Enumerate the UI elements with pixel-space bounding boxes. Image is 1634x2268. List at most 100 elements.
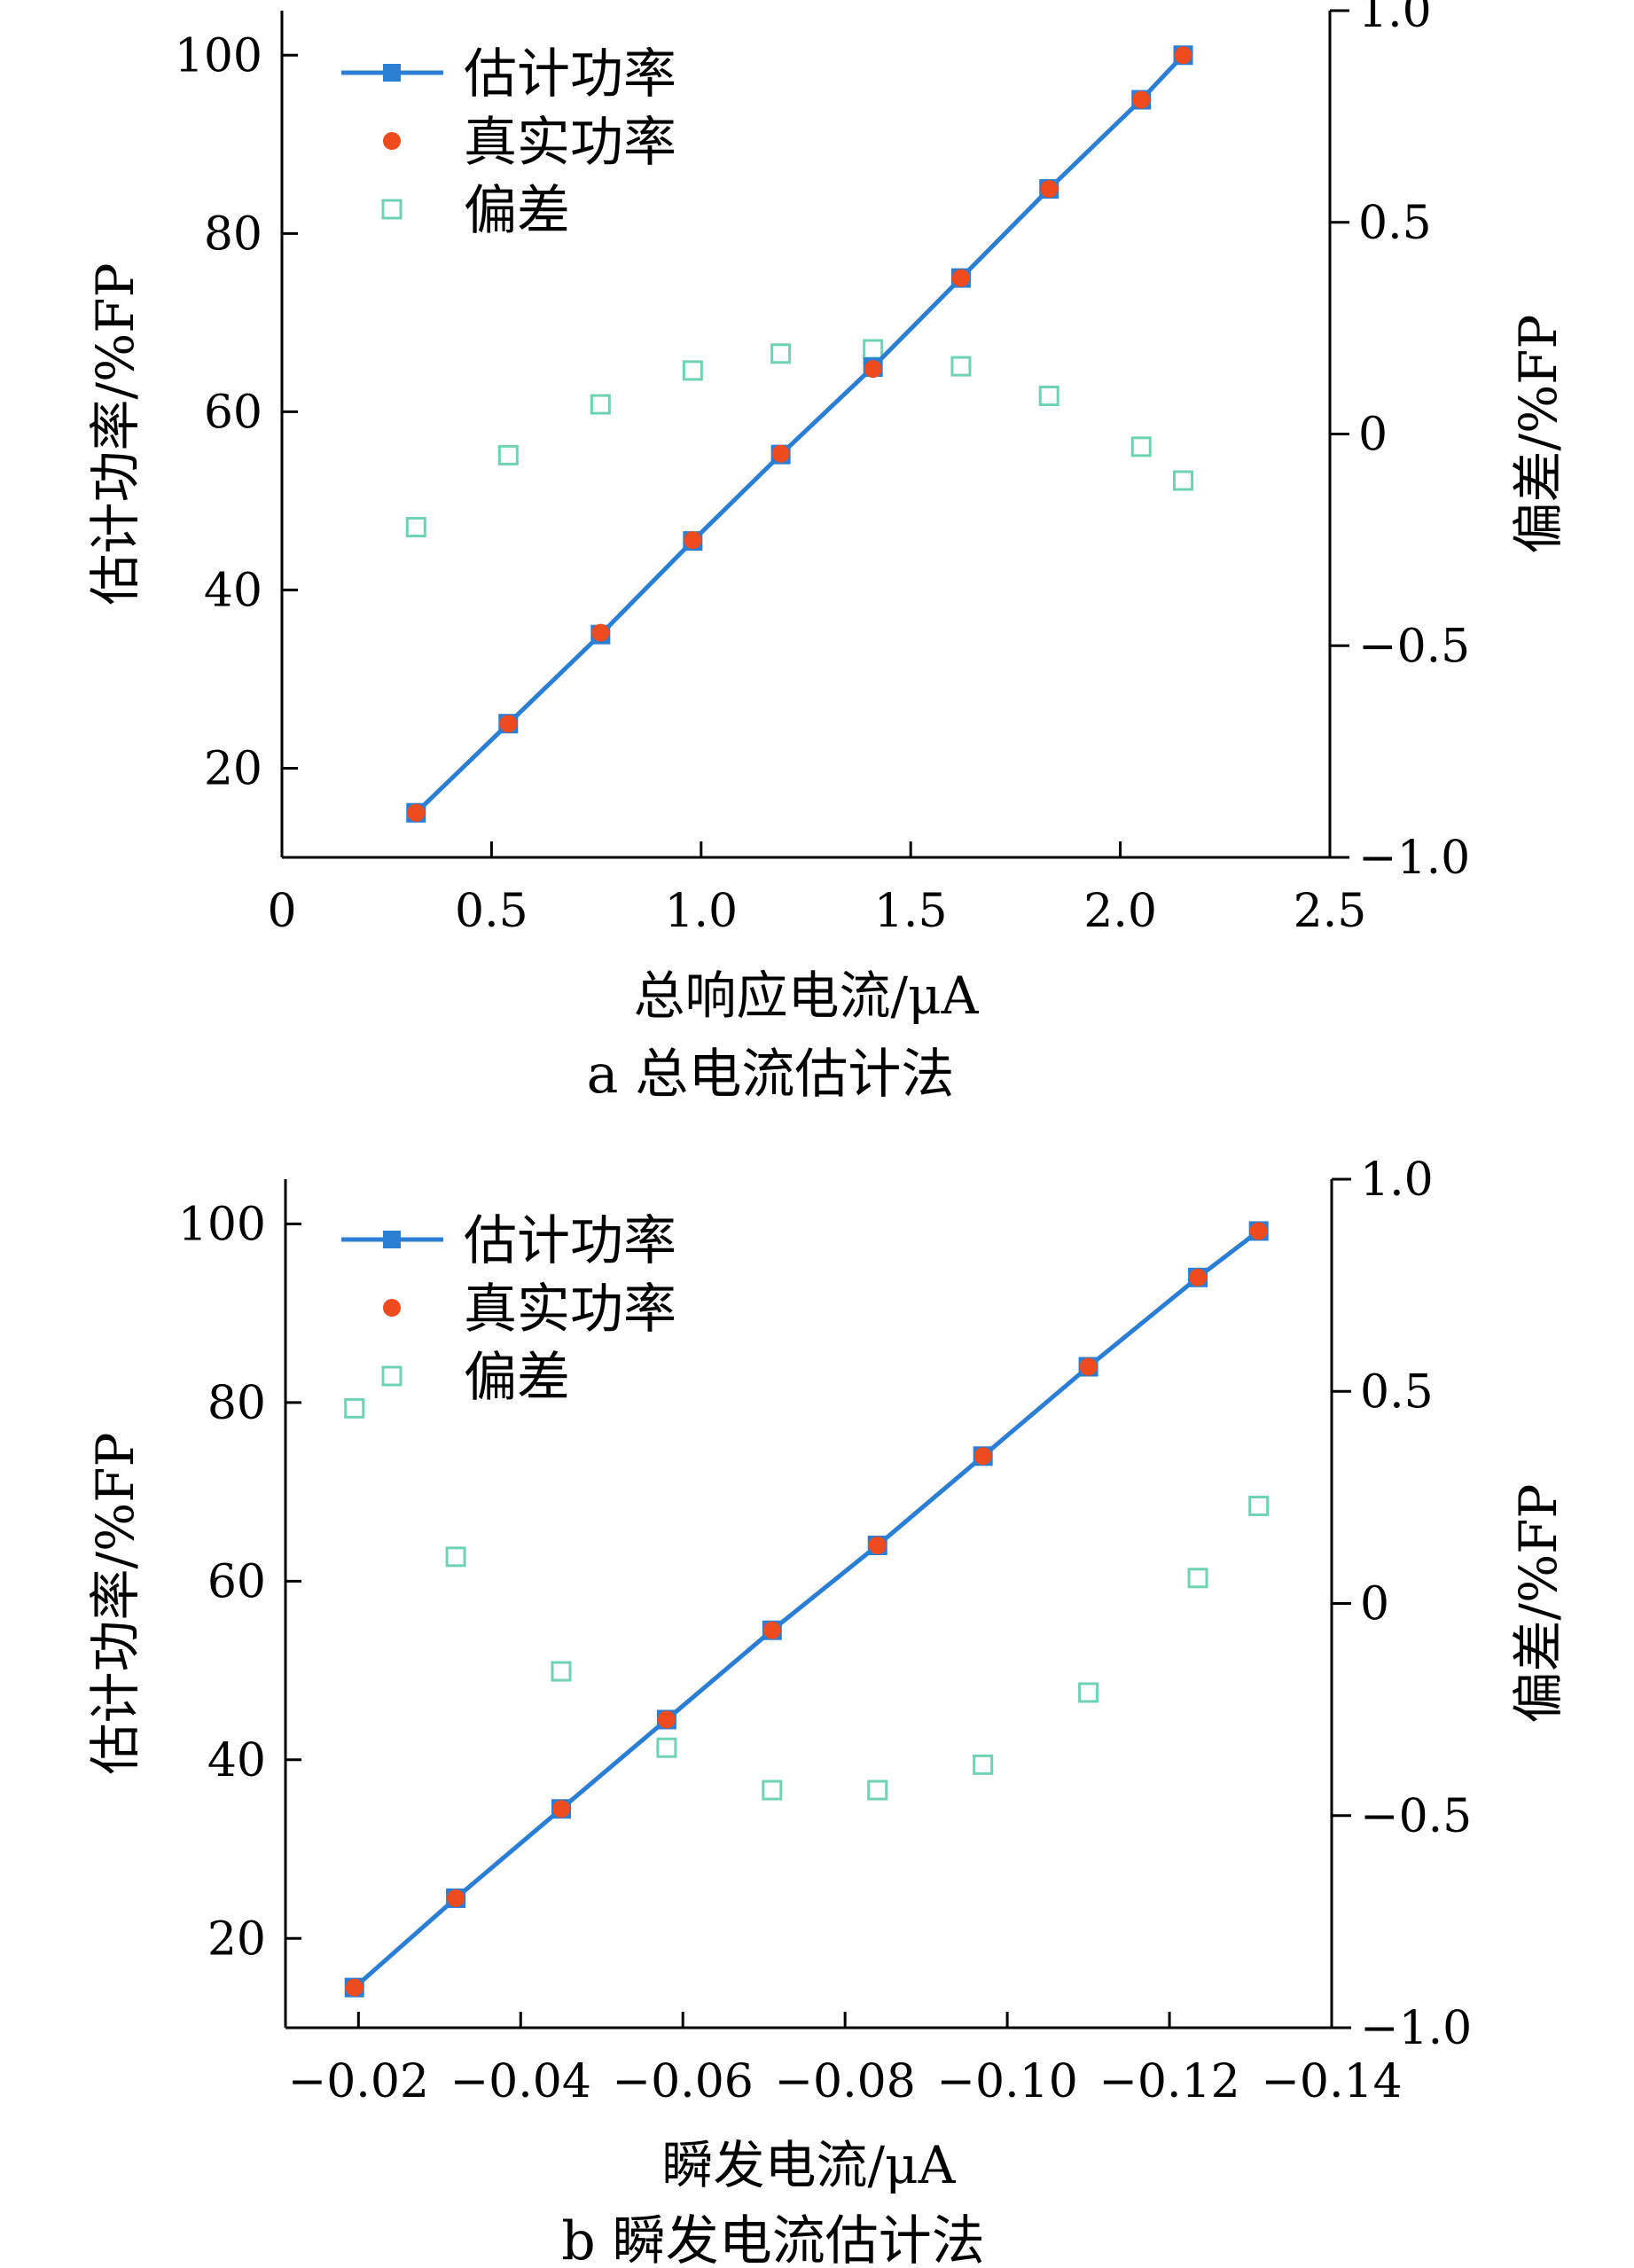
deviation-point <box>1248 1495 1270 1516</box>
x-tick-label: −0.02 <box>288 2055 429 2108</box>
deviation-point <box>497 444 519 465</box>
y2-axis-title: 偏差/%FP <box>1508 1484 1568 1724</box>
legend-label-estimated: 估计功率 <box>464 1210 676 1272</box>
deviation-point <box>445 1546 466 1568</box>
y2-tick-label: 1.0 <box>1360 1154 1434 1207</box>
actual-power-point <box>1249 1222 1268 1240</box>
deviation-point <box>656 1737 677 1758</box>
x-tick-label: −0.10 <box>936 2055 1077 2108</box>
estimated-power-line <box>353 1229 1261 1990</box>
deviation-point <box>1130 436 1152 458</box>
legend-marker-deviation <box>381 1365 403 1387</box>
chart-panel-a: 0 0.5 1.0 1.5 2.0 2.5 20 40 60 80 100 −1.0 −0.5 0 0.5 1… <box>85 0 1568 1106</box>
y-tick-label: 40 <box>207 1734 266 1787</box>
x-tick-label: 0.5 <box>455 885 528 938</box>
actual-power-point <box>951 269 970 287</box>
deviation-point <box>1078 1682 1099 1703</box>
deviation-point <box>1038 386 1059 407</box>
legend-marker-deviation <box>381 199 403 220</box>
x-tick-label: −0.12 <box>1098 2055 1239 2108</box>
y-tick-label: 100 <box>175 29 262 82</box>
actual-power-point <box>684 531 702 550</box>
deviation-point <box>344 1397 365 1419</box>
y-tick-label: 80 <box>204 207 262 261</box>
actual-power-point <box>657 1710 676 1729</box>
deviation-point <box>1173 470 1194 491</box>
actual-power-point <box>552 1800 571 1818</box>
legend-marker-estimated <box>383 1231 401 1248</box>
y2-tick-label: 0.5 <box>1360 1365 1434 1419</box>
chart-panel-b: −0.02 −0.04 −0.06 −0.08 −0.10 −0.12 −0.14 20 40 6… <box>85 1154 1568 2268</box>
y-tick-label: 20 <box>204 742 262 795</box>
actual-power-point <box>1132 90 1151 109</box>
deviation-point <box>1187 1568 1208 1589</box>
legend-label-deviation: 偏差 <box>464 180 570 242</box>
x-tick-label: −0.06 <box>613 2055 754 2108</box>
y-axis-title: 估计功率/%FP <box>85 1433 145 1775</box>
x-tick-label: −0.08 <box>774 2055 915 2108</box>
y-tick-label: 60 <box>207 1555 266 1608</box>
y2-tick-label: 0 <box>1358 409 1388 462</box>
legend-marker-estimated <box>383 64 401 82</box>
actual-power-point <box>762 1621 781 1639</box>
y2-axis-title: 偏差/%FP <box>1508 315 1568 554</box>
deviation-point <box>551 1661 572 1682</box>
deviation-point <box>770 343 792 364</box>
deviation-point <box>950 356 972 377</box>
y2-tick-label: 1.0 <box>1358 0 1432 38</box>
deviation-point <box>590 394 611 415</box>
y-axis-title: 估计功率/%FP <box>85 263 145 606</box>
legend-marker-actual <box>383 132 401 150</box>
deviation-point <box>682 360 703 381</box>
x-tick-label: −0.14 <box>1261 2055 1402 2108</box>
actual-power-point <box>973 1447 992 1466</box>
legend-label-actual: 真实功率 <box>464 1279 676 1341</box>
x-axis-title: 总响应电流/μA <box>633 966 979 1026</box>
legend-label-estimated: 估计功率 <box>464 43 676 106</box>
y-tick-label: 40 <box>204 564 262 617</box>
y2-tick-label: −0.5 <box>1360 1790 1472 1843</box>
actual-power-point <box>447 1889 465 1907</box>
actual-power-point <box>771 444 790 463</box>
actual-power-point <box>499 715 518 733</box>
y-tick-label: 60 <box>204 386 262 439</box>
x-tick-label: 1.5 <box>874 885 948 938</box>
actual-power-point <box>868 1537 887 1555</box>
y-tick-label: 100 <box>178 1198 266 1251</box>
x-tick-label: 2.0 <box>1083 885 1157 938</box>
y2-tick-label: 0.5 <box>1358 197 1432 250</box>
x-tick-label: 1.0 <box>664 885 738 938</box>
deviation-point <box>973 1754 994 1775</box>
estimated-power-line <box>414 53 1185 815</box>
y2-tick-label: 0 <box>1360 1578 1389 1631</box>
actual-power-point <box>591 623 610 642</box>
y-tick-label: 20 <box>207 1912 266 1966</box>
y2-tick-label: −1.0 <box>1358 832 1470 885</box>
actual-power-point <box>864 360 882 379</box>
legend-marker-actual <box>383 1299 401 1317</box>
legend-label-deviation: 偏差 <box>464 1347 570 1409</box>
actual-power-point <box>345 1978 364 1997</box>
actual-power-point <box>1174 46 1192 65</box>
x-tick-label: −0.04 <box>450 2055 591 2108</box>
deviation-point <box>405 517 426 538</box>
x-tick-label: 0 <box>267 885 296 938</box>
deviation-point <box>762 1779 783 1801</box>
x-axis-title: 瞬发电流/μA <box>661 2135 956 2195</box>
y2-tick-label: −1.0 <box>1360 2002 1472 2055</box>
actual-power-point <box>1189 1268 1208 1287</box>
actual-power-point <box>407 803 426 822</box>
panel-caption: b 瞬发电流估计法 <box>561 2210 984 2268</box>
x-tick-label: 2.5 <box>1294 885 1367 938</box>
y2-tick-label: −0.5 <box>1358 620 1470 673</box>
panel-caption: a 总电流估计法 <box>587 1044 955 1106</box>
actual-power-point <box>1040 180 1059 199</box>
deviation-point <box>867 1779 888 1801</box>
actual-power-point <box>1079 1357 1098 1376</box>
deviation-point <box>863 339 884 360</box>
y-tick-label: 80 <box>207 1377 266 1430</box>
legend-label-actual: 真实功率 <box>464 112 676 174</box>
